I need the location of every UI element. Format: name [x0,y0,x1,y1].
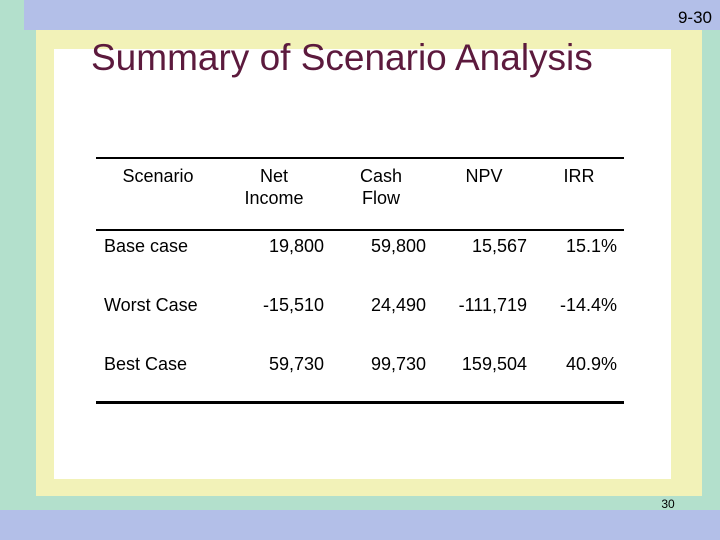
row-worst-cash-flow: 24,490 [370,295,426,315]
row-base-npv: 15,567 [471,236,527,256]
row-base-irr: 15.1% [565,236,617,256]
header-net-income-line2: Income [244,188,304,208]
row-worst-scenario: Worst Case [104,295,198,315]
row-worst-net-income: -15,510 [262,295,324,315]
row-best-net-income: 59,730 [268,354,324,374]
top-band [24,0,720,30]
content-panel [54,49,671,479]
header-scenario: Scenario [122,166,194,186]
table-top-rule [96,157,624,159]
table-bottom-rule [96,401,624,404]
row-base-net-income: 19,800 [268,236,324,256]
header-irr: IRR [563,166,595,186]
header-npv: NPV [465,166,503,186]
header-net-income-line1: Net [259,166,288,186]
header-cash-flow-line2: Flow [361,188,400,208]
page-number: 30 [661,497,675,511]
slide-title: Summary of Scenario Analysis [91,37,593,78]
row-best-cash-flow: 99,730 [370,354,426,374]
header-cash-flow-line1: Cash [359,166,403,186]
row-best-npv: 159,504 [461,354,527,374]
row-best-irr: 40.9% [565,354,617,374]
table-header-rule [96,229,624,231]
row-worst-npv: -111,719 [458,295,527,315]
row-base-cash-flow: 59,800 [370,236,426,256]
row-best-scenario: Best Case [104,354,188,374]
row-base-scenario: Base case [104,236,189,256]
slide-label: 9-30 [677,8,712,27]
row-worst-irr: -14.4% [559,295,617,315]
bottom-band [0,510,720,540]
